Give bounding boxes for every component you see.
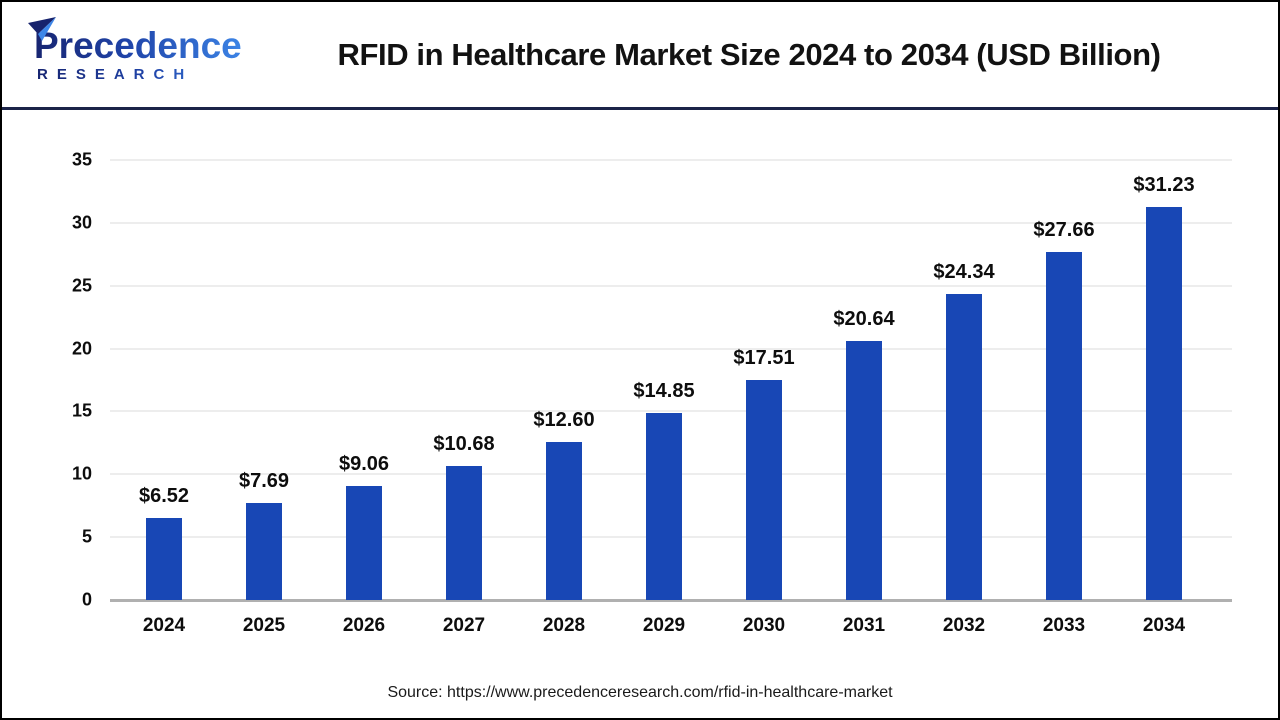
bar-slot-2030: $17.51 2030 — [714, 160, 814, 636]
bar-value-label-2026: $9.06 — [338, 453, 390, 476]
bar-slot-2026: $9.06 2026 — [314, 160, 414, 636]
bar-slot-2033: $27.66 2033 — [1014, 160, 1114, 636]
bar-slot-2034: $31.23 2034 — [1114, 160, 1214, 636]
x-tick-label-2027: 2027 — [442, 615, 486, 636]
x-tick-label-2024: 2024 — [142, 615, 186, 636]
x-tick-label-2030: 2030 — [742, 615, 786, 636]
chart-title: RFID in Healthcare Market Size 2024 to 2… — [337, 36, 1161, 72]
logo-pennant-icon — [28, 17, 56, 41]
bar-2029 — [646, 413, 682, 600]
bar-value-label-2028: $12.60 — [533, 408, 595, 431]
bar-slot-2025: $7.69 2025 — [214, 160, 314, 636]
gridline-25 — [110, 284, 1232, 287]
bar-slot-2029: $14.85 2029 — [614, 160, 714, 636]
bar-value-label-2027: $10.68 — [433, 432, 495, 455]
logo-subtitle: RESEARCH — [28, 67, 246, 82]
y-tick-label-25: 25 — [71, 275, 92, 296]
bar-2033 — [1046, 252, 1082, 600]
bar-2024 — [146, 518, 182, 600]
x-tick-label-2028: 2028 — [542, 615, 586, 636]
y-tick-label-15: 15 — [71, 400, 92, 421]
y-tick-label-5: 5 — [81, 526, 92, 547]
x-tick-label-2025: 2025 — [242, 615, 286, 636]
bar-2028 — [546, 441, 582, 600]
header: Precedence RESEARCH RFID in Healthcare M… — [2, 2, 1278, 107]
logo-wordmark: Precedence — [28, 27, 246, 64]
header-divider — [2, 107, 1278, 110]
bar-value-label-2025: $7.69 — [238, 470, 290, 493]
plot-region: 0 5 10 15 20 25 30 35 $6.52 2024 $7.69 2025 $9.06 202… — [72, 150, 1232, 636]
bar-2027 — [446, 465, 482, 600]
bar-slot-2032: $24.34 2032 — [914, 160, 1014, 636]
y-tick-label-10: 10 — [71, 463, 92, 484]
y-tick-label-30: 30 — [71, 212, 92, 233]
bar-2030 — [746, 379, 782, 600]
bar-slot-2027: $10.68 2027 — [414, 160, 514, 636]
x-tick-label-2033: 2033 — [1042, 615, 1086, 636]
bar-slot-2024: $6.52 2024 — [114, 160, 214, 636]
bar-value-label-2029: $14.85 — [633, 380, 695, 403]
bar-2031 — [846, 340, 882, 600]
bar-2025 — [246, 503, 282, 600]
x-tick-label-2029: 2029 — [642, 615, 686, 636]
bar-value-label-2032: $24.34 — [933, 261, 995, 284]
bar-value-label-2031: $20.64 — [833, 307, 895, 330]
gridline-30 — [110, 221, 1232, 224]
gridline-35 — [110, 159, 1232, 161]
bar-value-label-2030: $17.51 — [733, 346, 795, 369]
bars-row: $6.52 2024 $7.69 2025 $9.06 2026 $10.68 2027 $12… — [114, 160, 1214, 636]
precedence-research-logo: Precedence RESEARCH — [28, 17, 246, 82]
gridline-20 — [110, 347, 1232, 350]
bar-slot-2028: $12.60 2028 — [514, 160, 614, 636]
y-tick-label-0: 0 — [81, 589, 92, 610]
y-tick-label-35: 35 — [71, 149, 92, 170]
x-tick-label-2026: 2026 — [342, 615, 386, 636]
bar-2026 — [346, 486, 382, 600]
bar-value-label-2033: $27.66 — [1033, 219, 1095, 242]
bar-2032 — [946, 294, 982, 600]
gridline-15 — [110, 410, 1232, 413]
x-tick-label-2034: 2034 — [1142, 615, 1186, 636]
x-tick-label-2031: 2031 — [842, 615, 886, 636]
bar-value-label-2034: $31.23 — [1133, 174, 1195, 197]
chart-area: 0 5 10 15 20 25 30 35 $6.52 2024 $7.69 2025 $9.06 202… — [2, 110, 1278, 718]
bar-value-label-2024: $6.52 — [138, 485, 190, 508]
source-line: Source: https://www.precedenceresearch.c… — [387, 684, 893, 701]
y-tick-label-20: 20 — [71, 338, 92, 359]
x-axis-line — [110, 599, 1232, 602]
bar-2034 — [1146, 207, 1182, 600]
bar-slot-2031: $20.64 2031 — [814, 160, 914, 636]
x-tick-label-2032: 2032 — [942, 615, 986, 636]
